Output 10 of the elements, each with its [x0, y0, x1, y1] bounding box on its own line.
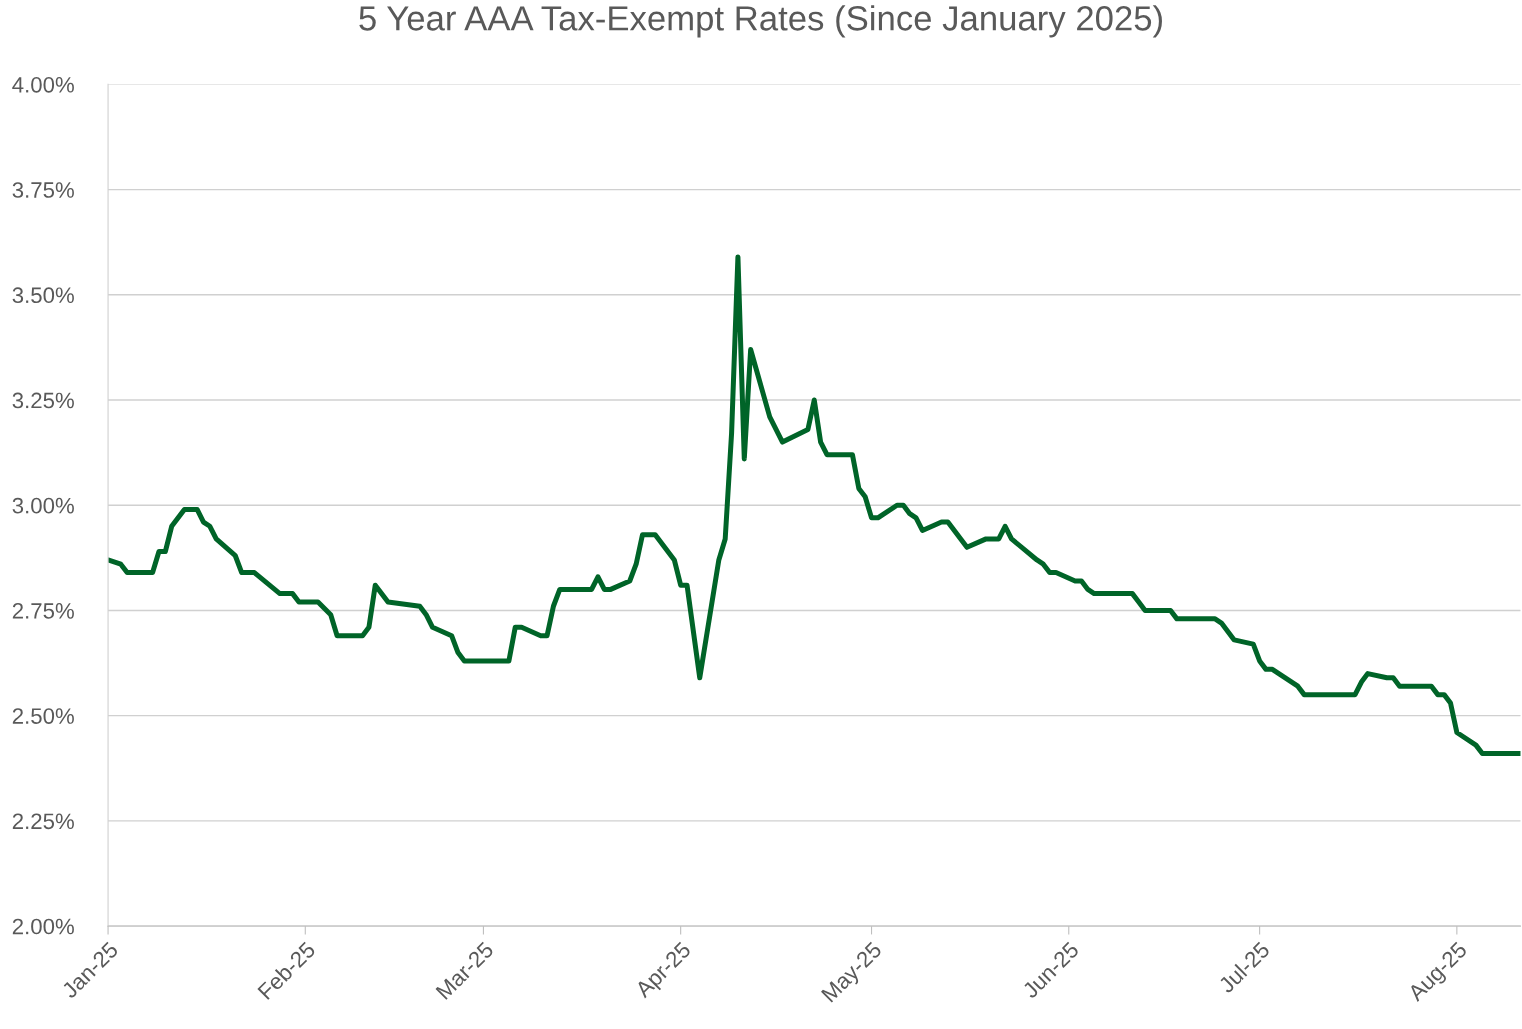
y-tick-label: 2.75% [12, 602, 74, 619]
y-tick-label: 2.50% [12, 708, 74, 724]
y-tick-label: 3.25% [12, 392, 74, 409]
y-tick-label: 2.00% [12, 918, 74, 935]
y-tick-label: 3.00% [12, 497, 74, 514]
y-tick-label: 3.50% [12, 287, 74, 304]
chart-title: 5 Year AAA Tax-Exempt Rates (Since January 2025) [359, 5, 1162, 38]
y-tick-label: 2.25% [12, 813, 74, 830]
y-tick-label: 3.75% [12, 182, 74, 198]
y-tick-label: 4.00% [12, 76, 74, 93]
